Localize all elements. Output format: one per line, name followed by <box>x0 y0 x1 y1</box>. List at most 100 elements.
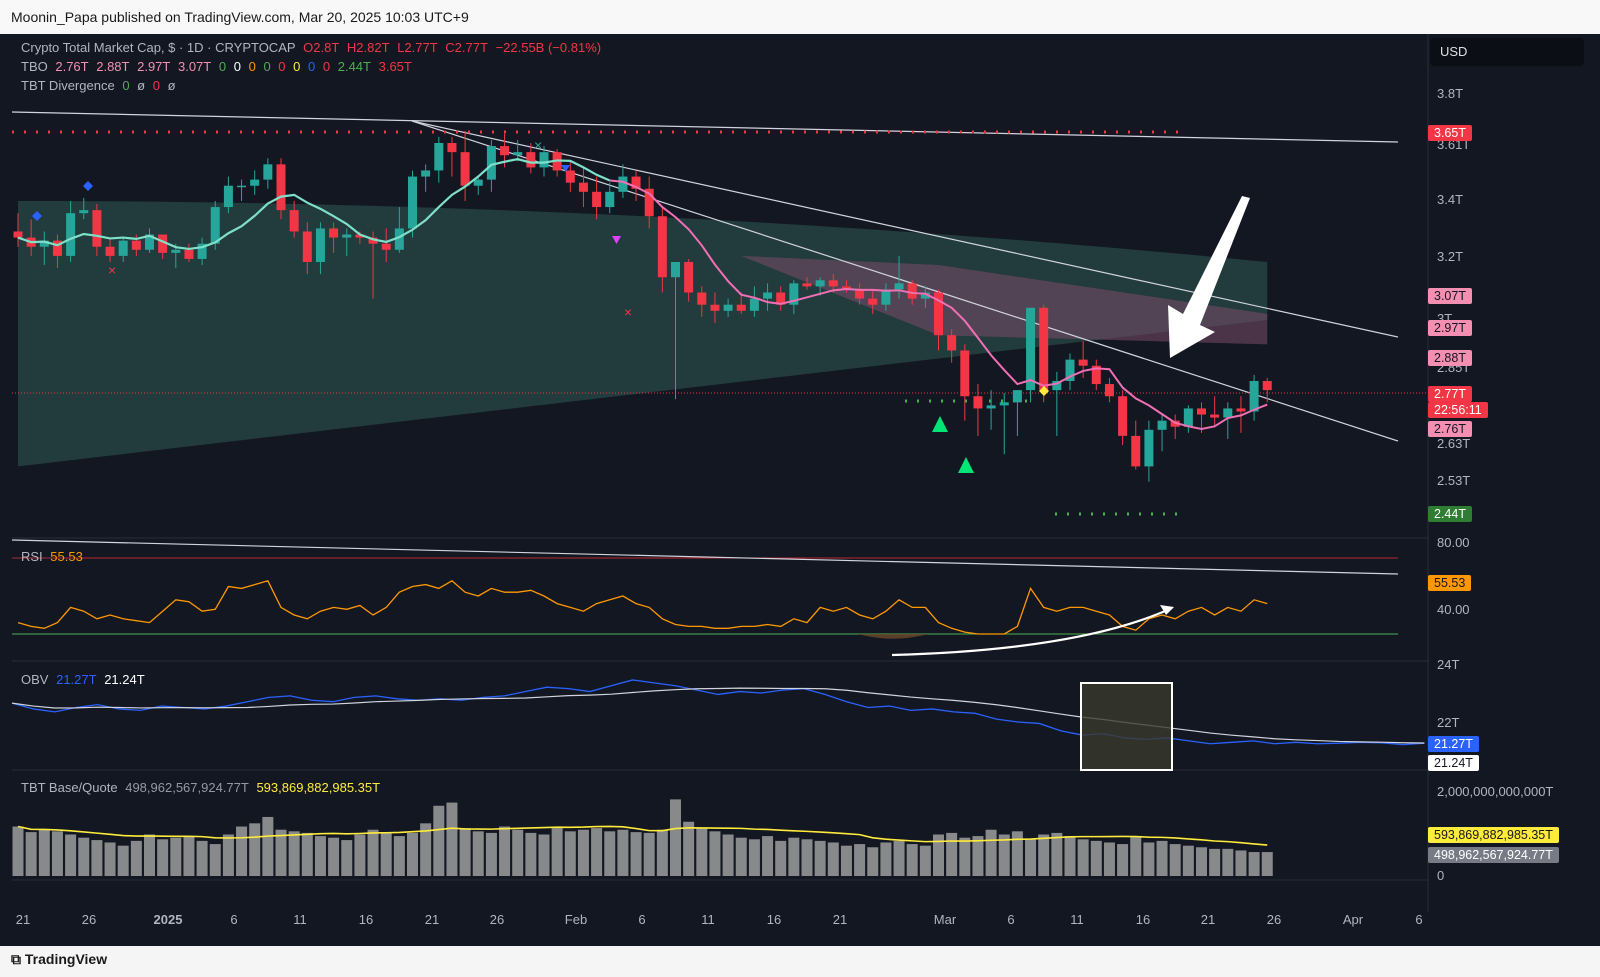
candle-body <box>13 231 23 238</box>
vol-tick: 0 <box>1437 868 1445 883</box>
candle-body <box>684 261 694 293</box>
trend-line <box>411 120 1399 338</box>
tradingview-logo[interactable]: ⧉ TradingView <box>11 951 107 968</box>
volume-bar <box>38 829 50 876</box>
volume-bar <box>577 829 589 876</box>
candle-body <box>1210 414 1220 418</box>
volume-bar <box>314 836 326 876</box>
volume-bar <box>564 831 576 876</box>
last-price-label: 2.77T <box>1428 386 1472 402</box>
volume-bar <box>393 836 405 876</box>
candle-body <box>1091 365 1101 385</box>
volume-bar <box>551 828 563 876</box>
candle-body <box>500 146 510 156</box>
candle-body <box>39 240 49 247</box>
candle-body <box>184 249 194 259</box>
volume-bar <box>25 832 37 876</box>
candle-body <box>841 286 851 290</box>
candle-body <box>736 304 746 311</box>
volume-bar <box>1038 834 1050 876</box>
tbo-name[interactable]: TBO <box>21 59 48 74</box>
candle-body <box>1052 380 1062 391</box>
candle-body <box>1144 429 1154 467</box>
volume-bar <box>1011 831 1023 876</box>
candle-body <box>828 280 838 287</box>
candle-body <box>145 234 154 250</box>
tbt-div-legend: TBT Divergence 0 ø 0 ø <box>21 78 180 93</box>
volume-bar <box>249 823 261 876</box>
candle-body <box>802 283 812 287</box>
base-quote-name[interactable]: TBT Base/Quote <box>21 780 118 795</box>
x-tick: Feb <box>564 912 588 927</box>
x-tick: 26 <box>1266 912 1282 927</box>
candle-body <box>855 289 865 299</box>
candle-body <box>131 240 141 250</box>
symbol-title[interactable]: Crypto Total Market Cap, $ · 1D · CRYPTO… <box>21 40 296 55</box>
volume-bar <box>12 826 24 876</box>
volume-bar <box>1117 844 1129 876</box>
volume-ma-line <box>17 825 1268 846</box>
tbo-zero: 0 <box>248 59 256 74</box>
volume-bar <box>499 826 511 876</box>
rsi-tick: 80.00 <box>1437 535 1470 550</box>
x-tick: 21 <box>15 912 31 927</box>
candle-body <box>105 246 115 256</box>
volume-bar <box>157 839 169 876</box>
volume-bar <box>1196 847 1207 876</box>
volume-bar <box>1090 840 1102 876</box>
candle-body <box>79 210 89 214</box>
obv-name[interactable]: OBV <box>21 672 49 687</box>
low-value: L2.77T <box>397 40 438 55</box>
tbo-zero: 0 <box>293 59 301 74</box>
volume-bar <box>840 845 852 876</box>
price-tick: 3.8T <box>1437 86 1464 101</box>
tbt-div-val: ø <box>137 78 146 93</box>
trend-line <box>11 111 1399 143</box>
candle-body <box>486 146 496 180</box>
volume-bar <box>735 837 747 876</box>
x-tick: 11 <box>701 912 715 927</box>
candle-body <box>408 176 417 229</box>
tbo-val: 2.97T <box>137 59 171 74</box>
volume-bar <box>446 802 458 876</box>
candle-body <box>355 234 365 238</box>
candle-body <box>394 228 404 250</box>
buy-cross-icon: × <box>534 137 542 153</box>
chart-svg: × × × <box>11 34 1429 912</box>
volume-bar <box>1025 839 1037 876</box>
volume-bar <box>117 845 129 876</box>
volume-bar <box>78 837 90 876</box>
base-quote-val2: 593,869,882,985.35T <box>256 780 381 795</box>
volume-bar <box>1261 852 1273 876</box>
volume-bar <box>880 842 892 876</box>
candle-body <box>723 304 733 311</box>
candle-body <box>223 185 233 208</box>
tbo-legend: TBO 2.76T 2.88T 2.97T 3.07T 0 0 0 0 0 0 … <box>21 59 416 74</box>
volume-bar <box>933 834 944 876</box>
publisher-bar: Moonin_Papa published on TradingView.com… <box>0 0 1600 34</box>
obv-value2: 21.24T <box>104 672 145 687</box>
x-tick: 6 <box>1007 912 1015 927</box>
volume-bar <box>130 840 142 876</box>
rsi-name[interactable]: RSI <box>21 549 43 564</box>
candle-body <box>1183 408 1193 427</box>
volume-bar <box>354 834 366 876</box>
x-tick: 16 <box>766 912 782 927</box>
chart-frame[interactable]: × × × <box>0 34 1600 946</box>
candle-body <box>1039 307 1049 391</box>
candle-body <box>263 164 273 180</box>
candle-body <box>671 261 680 278</box>
volume-bar <box>380 832 392 876</box>
candle-body <box>644 188 654 217</box>
volume-bar <box>801 839 813 876</box>
tbt-div-name[interactable]: TBT Divergence <box>21 78 115 93</box>
candle-body <box>92 210 102 247</box>
x-tick: 16 <box>1135 912 1151 927</box>
candle-body <box>118 240 128 256</box>
tbo-val: 2.76T <box>55 59 89 74</box>
candle-body <box>920 292 930 299</box>
candle-body <box>868 298 878 305</box>
price-label: 2.76T <box>1428 421 1472 437</box>
volume-bar <box>919 845 931 876</box>
currency-button[interactable]: USD <box>1430 38 1584 66</box>
